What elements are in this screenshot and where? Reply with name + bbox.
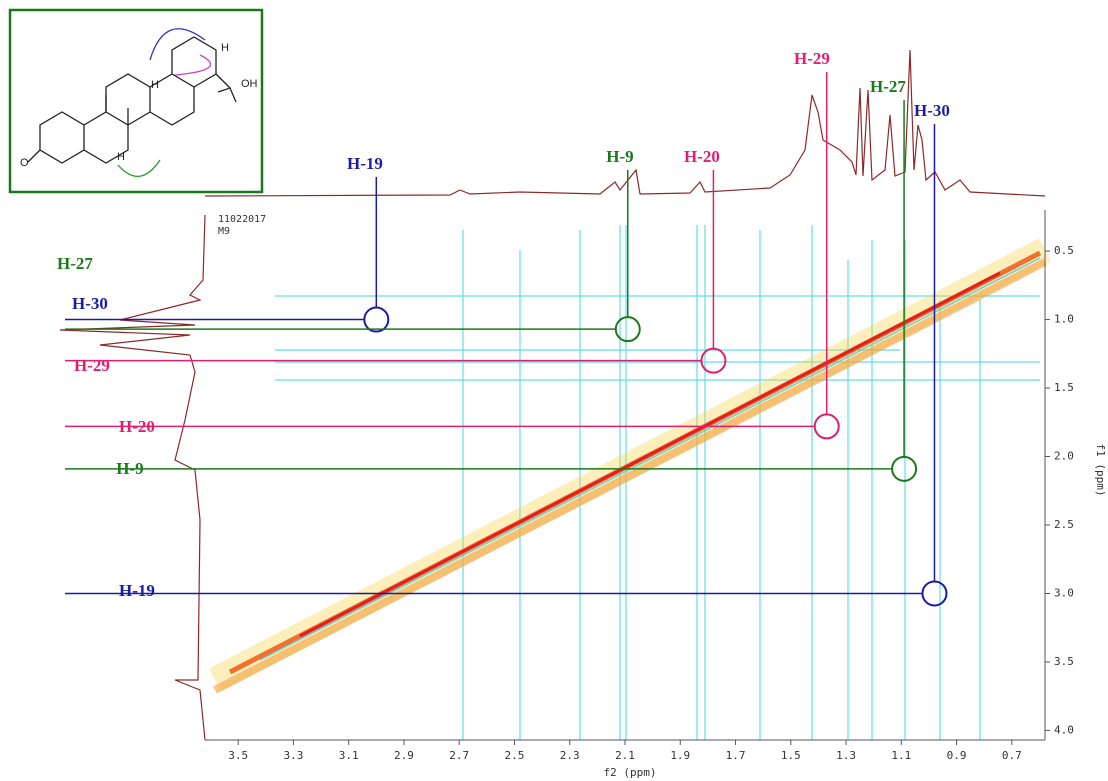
x-tick-label: 1.9 — [670, 749, 690, 762]
correlation-circle — [891, 455, 918, 482]
y-tick-label: 1.5 — [1054, 381, 1074, 394]
x-tick-label: 1.5 — [781, 749, 801, 762]
left-label: H-30 — [72, 294, 108, 313]
left-label: H-19 — [119, 581, 155, 600]
left-label: H-27 — [57, 254, 93, 273]
left-label: H-9 — [116, 459, 143, 478]
x-tick-label: 3.3 — [283, 749, 303, 762]
x-tick-label: 3.5 — [228, 749, 248, 762]
structure-inset — [8, 8, 264, 194]
y-tick-label: 2.5 — [1054, 518, 1074, 531]
x-tick-label: 1.3 — [836, 749, 856, 762]
structure-label: OH — [241, 78, 258, 90]
y-tick-label: 2.0 — [1054, 450, 1074, 463]
x-tick-label: 3.1 — [339, 749, 359, 762]
top-label: H-30 — [914, 101, 950, 120]
y-tick-label: 1.0 — [1054, 313, 1074, 326]
left-label: H-20 — [119, 417, 155, 436]
top-label: H-29 — [794, 49, 830, 68]
f2-trace — [204, 49, 1046, 197]
structure-label: H — [117, 151, 125, 163]
y-tick-label: 3.5 — [1054, 655, 1074, 668]
sample-name: M9 — [218, 226, 230, 237]
left-label: H-29 — [74, 356, 110, 375]
x-tick-label: 1.7 — [726, 749, 746, 762]
top-label: H-9 — [606, 147, 633, 166]
correlation-circle — [813, 413, 840, 440]
x-tick-label: 0.9 — [947, 749, 967, 762]
y-axis-title: f1 (ppm) — [1094, 444, 1107, 497]
correlation-circle — [700, 347, 727, 374]
x-tick-label: 2.3 — [560, 749, 580, 762]
dataset-id: 11022017 — [218, 214, 266, 225]
x-axis-title: f2 (ppm) — [604, 766, 657, 779]
y-tick-label: 4.0 — [1054, 723, 1074, 736]
x-tick-label: 2.9 — [394, 749, 414, 762]
correlation-circle — [614, 316, 641, 343]
f1-trace — [59, 214, 206, 741]
correlation-circle — [363, 306, 390, 333]
x-tick-label: 1.1 — [891, 749, 911, 762]
structure-label: O — [20, 157, 29, 169]
y-tick-label: 3.0 — [1054, 586, 1074, 599]
structure-label: H — [221, 42, 229, 54]
x-tick-label: 2.7 — [449, 749, 469, 762]
contours — [209, 225, 1051, 740]
structure-label: H — [151, 79, 159, 91]
top-label: H-20 — [684, 147, 720, 166]
top-label: H-27 — [870, 77, 906, 96]
x-tick-label: 2.1 — [615, 749, 635, 762]
correlation-circle — [921, 580, 948, 607]
y-tick-label: 0.5 — [1054, 244, 1074, 257]
top-label: H-19 — [347, 154, 383, 173]
x-tick-label: 2.5 — [505, 749, 525, 762]
x-tick-label: 0.7 — [1002, 749, 1022, 762]
